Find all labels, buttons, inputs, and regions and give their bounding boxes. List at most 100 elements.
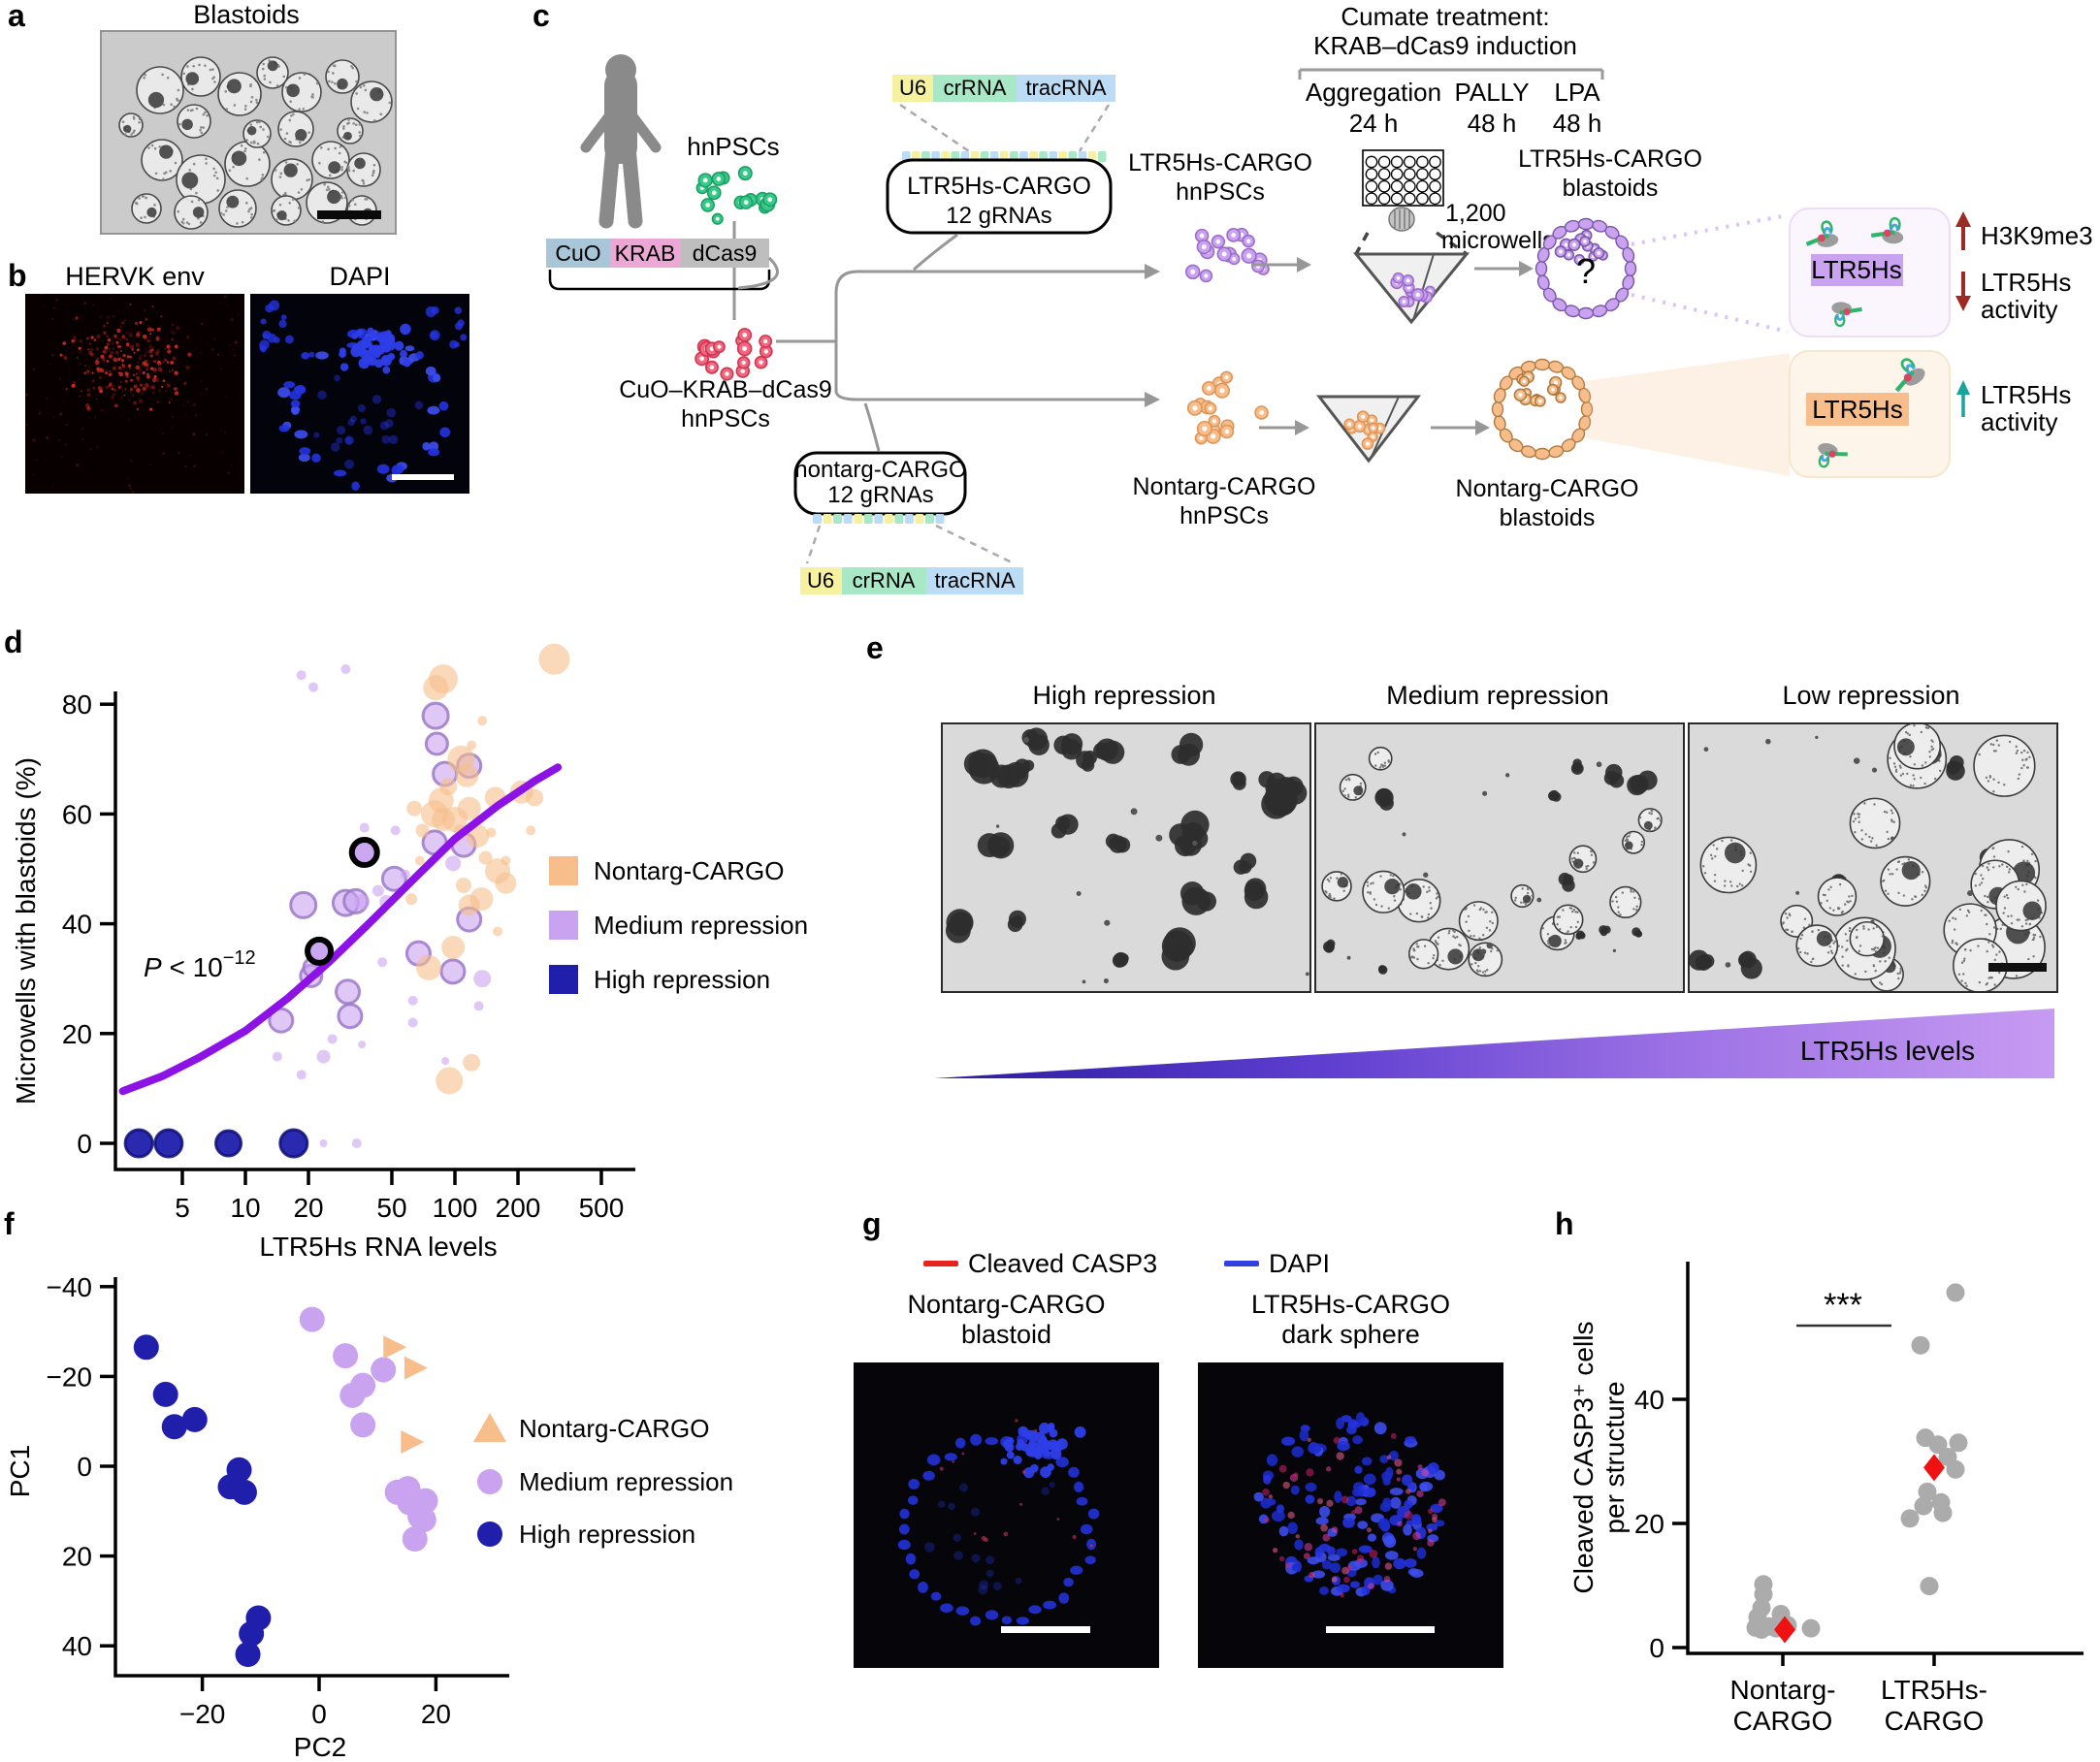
svg-text:−20: −20	[47, 1362, 93, 1392]
microwell-funnel-icon	[1352, 231, 1470, 325]
svg-text:Cleaved CASP3⁺ cells: Cleaved CASP3⁺ cells	[1568, 1322, 1599, 1594]
svg-text:Nontarg-CARGO: Nontarg-CARGO	[519, 1414, 710, 1443]
nontarg-cargo-blastoid-icon	[1491, 358, 1594, 461]
grna-cassette-top: U6 crRNA tracRNA	[892, 75, 1115, 153]
svg-text:Medium repression: Medium repression	[594, 911, 808, 940]
nontarg-blastoids-label-1: Nontarg-CARGO	[1456, 475, 1639, 502]
title-line: blastoid	[960, 1320, 1052, 1350]
title-line: dark sphere	[1281, 1320, 1420, 1350]
svg-text:50: 50	[376, 1193, 406, 1223]
svg-text:0: 0	[311, 1699, 327, 1729]
ltr5hs-repressed-callout: LTR5Hs	[1789, 208, 1951, 337]
stage-aggregation-time: 24 h	[1349, 109, 1399, 138]
svg-text:10: 10	[230, 1193, 260, 1223]
microwell-plate-icon	[1362, 149, 1444, 232]
svg-text:500: 500	[579, 1193, 625, 1223]
up-arrow-icon	[1955, 211, 1971, 227]
svg-text:0: 0	[77, 1129, 92, 1159]
arrowhead	[1475, 420, 1490, 435]
panel-h-label: h	[1555, 1206, 1574, 1241]
svg-text:20: 20	[62, 1542, 92, 1572]
svg-text:PC1: PC1	[5, 1445, 35, 1497]
ltr5hs-box-label-2: 12 gRNAs	[946, 203, 1051, 229]
panel-e-title-low: Low repression	[1782, 681, 1960, 710]
stage-aggregation: Aggregation	[1306, 78, 1441, 107]
svg-text:Nontarg-CARGO: Nontarg-CARGO	[594, 856, 785, 885]
title-line: LTR5Hs-CARGO	[1250, 1290, 1451, 1319]
crrna-label: crRNA	[853, 568, 916, 593]
ltr5hs-cargo-plasmid: LTR5Hs-CARGO 12 gRNAs	[886, 158, 1113, 272]
svg-text:−40: −40	[47, 1272, 93, 1302]
ltr5hs-activity-label-1: LTR5Hs	[1981, 268, 2071, 297]
microwells-vs-ltr5hs-chart: 0 20 40 60 80 5 10 20 50 100 200 500 LTR5Hs RNA leve…	[11, 643, 808, 1262]
svg-text:High repression: High repression	[519, 1520, 695, 1549]
svg-text:PC2: PC2	[294, 1732, 346, 1762]
svg-text:per structure: per structure	[1599, 1381, 1630, 1533]
title-line: Nontarg-CARGO	[907, 1290, 1106, 1319]
svg-text:***: ***	[1824, 1287, 1862, 1324]
microwell-funnel-icon	[1315, 395, 1422, 464]
h3k9me3-up-annotation: H3K9me3	[1955, 211, 2093, 250]
svg-text:40: 40	[62, 910, 92, 940]
branch-arrows	[776, 270, 1145, 401]
panel-d-label: d	[4, 625, 23, 659]
panel-e-label: e	[866, 630, 884, 665]
panel-b-title-dapi: DAPI	[329, 262, 391, 291]
ltr5hs-blastoids-label-1: LTR5Hs-CARGO	[1518, 145, 1702, 173]
arrowhead	[1519, 261, 1534, 276]
nontarg-hnpscs-label-1: Nontarg-CARGO	[1133, 473, 1316, 500]
pca-chart: −40 −20 0 20 40 −20 0 20 PC2 PC1 Nontarg-CARGO Medi…	[5, 1272, 733, 1762]
panel-g-title-nontarg: Nontarg-CARGO blastoid	[854, 1290, 1159, 1350]
panel-f-label: f	[4, 1206, 15, 1241]
nontarg-box-label-2: 12 gRNAs	[827, 482, 933, 508]
svg-text:Nontarg-: Nontarg-	[1730, 1675, 1836, 1705]
cumate-title-1: Cumate treatment:	[1341, 2, 1549, 31]
stage-lpa-time: 48 h	[1553, 109, 1602, 138]
panel-a-label: a	[8, 0, 25, 33]
svg-text:LTR5Hs-: LTR5Hs-	[1881, 1675, 1987, 1705]
cuo-hnpscs-label-2: hnPSCs	[681, 405, 770, 432]
svg-text:20: 20	[421, 1699, 451, 1729]
nontarg-box-label-1: nontarg-CARGO	[794, 457, 966, 483]
callout-dotted-lines	[1631, 213, 1789, 334]
medium-repression-image	[1314, 722, 1685, 993]
u6-label: U6	[807, 568, 834, 593]
workflow-schematic: hnPSCs CuO KRAB dCas9 CuO–KRAB–dCas9 hnP…	[546, 2, 2093, 594]
svg-text:Microwells with blastoids (%): Microwells with blastoids (%)	[11, 757, 41, 1105]
question-mark: ?	[1576, 251, 1596, 291]
casp3-legend-label: Cleaved CASP3	[968, 1249, 1158, 1278]
svg-text:LTR5Hs RNA levels: LTR5Hs RNA levels	[259, 1232, 497, 1262]
svg-text:0: 0	[1649, 1633, 1664, 1663]
nontarg-cargo-plasmid: nontarg-CARGO 12 gRNAs	[793, 402, 967, 516]
hnpscs-label: hnPSCs	[687, 132, 779, 161]
panel-a-title: Blastoids	[193, 0, 300, 29]
panel-g-title-ltr5hs: LTR5Hs-CARGO dark sphere	[1198, 1290, 1503, 1350]
grna-cassette-bottom: U6 crRNA tracRNA	[800, 524, 1023, 594]
svg-text:40: 40	[1634, 1385, 1664, 1415]
down-arrow-icon	[1955, 296, 1971, 311]
high-repression-image	[941, 722, 1311, 993]
ltr5hs-activity-up-annotation: LTR5Hs activity	[1956, 380, 2071, 436]
svg-text:40: 40	[62, 1631, 92, 1661]
stage-pally-time: 48 h	[1468, 109, 1517, 138]
ltr5hs-dark-sphere-image	[1198, 1362, 1503, 1668]
arrowhead	[1295, 420, 1309, 435]
ltr5hs-levels-label: LTR5Hs levels	[1800, 1036, 1975, 1066]
dapi-fluorescence-image	[250, 294, 469, 494]
microwells-count: 1,200	[1445, 200, 1506, 227]
stage-pally: PALLY	[1454, 78, 1529, 107]
svg-text:P < 10−12: P < 10−12	[144, 947, 256, 982]
h3k9me3-label: H3K9me3	[1981, 221, 2093, 250]
tracrna-label: tracRNA	[1025, 76, 1106, 100]
tracrna-label: tracRNA	[934, 568, 1015, 593]
panel-b-label: b	[8, 258, 27, 293]
svg-text:−20: −20	[179, 1699, 226, 1729]
u6-label: U6	[899, 76, 926, 100]
panel-b-title-hervk: HERVK env	[65, 262, 205, 291]
stage-lpa: LPA	[1554, 78, 1600, 107]
dcas9-label: dCas9	[693, 240, 757, 266]
up-arrow-icon	[1956, 380, 1970, 395]
svg-text:80: 80	[62, 689, 92, 720]
